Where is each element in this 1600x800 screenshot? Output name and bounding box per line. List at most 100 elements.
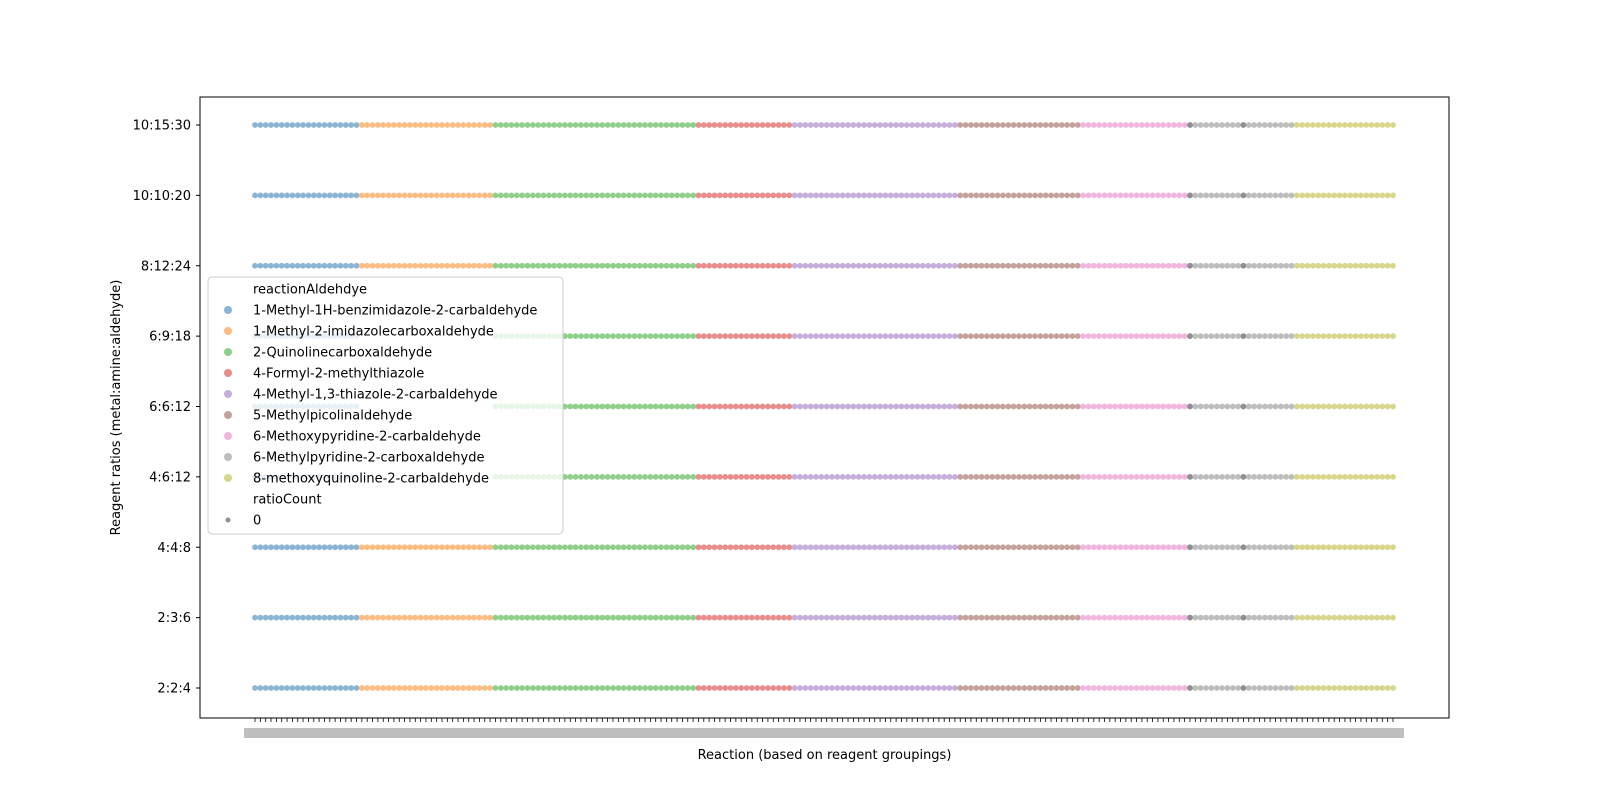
scatter-point bbox=[1187, 403, 1193, 410]
scatter-point bbox=[380, 614, 387, 621]
scatter-point bbox=[257, 614, 264, 621]
scatter-point bbox=[364, 262, 371, 269]
scatter-point bbox=[305, 614, 312, 621]
scatter-point bbox=[952, 403, 958, 410]
scatter-point bbox=[1176, 333, 1183, 340]
scatter-point bbox=[668, 333, 675, 340]
scatter-point bbox=[914, 403, 921, 410]
scatter-point bbox=[492, 122, 499, 128]
scatter-point bbox=[1117, 192, 1124, 199]
scatter-point bbox=[1363, 122, 1370, 128]
scatter-point bbox=[989, 614, 996, 621]
scatter-point bbox=[1155, 614, 1161, 621]
scatter-point bbox=[663, 333, 670, 340]
scatter-point bbox=[316, 544, 323, 551]
scatter-point bbox=[369, 262, 376, 269]
scatter-point bbox=[316, 685, 323, 691]
scatter-point bbox=[984, 473, 990, 480]
scatter-point bbox=[770, 614, 777, 621]
scatter-point bbox=[652, 544, 659, 551]
scatter-point bbox=[262, 544, 269, 551]
scatter-point bbox=[679, 473, 686, 480]
scatter-point bbox=[1374, 333, 1380, 340]
scatter-point bbox=[391, 685, 397, 691]
scatter-point bbox=[914, 473, 921, 480]
scatter-point bbox=[775, 192, 782, 199]
scatter-point bbox=[1368, 685, 1375, 691]
scatter-point bbox=[578, 403, 584, 410]
scatter-point bbox=[620, 262, 627, 269]
scatter-point bbox=[1122, 685, 1129, 691]
scatter-point bbox=[1251, 403, 1257, 410]
scatter-point bbox=[561, 544, 568, 551]
scatter-point bbox=[1037, 614, 1044, 621]
scatter-point bbox=[1192, 614, 1199, 621]
scatter-point bbox=[1229, 614, 1236, 621]
scatter-point bbox=[706, 403, 713, 410]
scatter-point bbox=[556, 544, 563, 551]
scatter-point bbox=[1106, 262, 1113, 269]
scatter-point bbox=[1299, 262, 1306, 269]
scatter-point bbox=[765, 403, 771, 410]
scatter-point bbox=[358, 614, 365, 621]
scatter-point bbox=[1058, 473, 1065, 480]
scatter-point bbox=[1096, 333, 1103, 340]
scatter-point bbox=[583, 192, 590, 199]
scatter-point bbox=[722, 614, 729, 621]
scatter-point bbox=[647, 122, 654, 128]
scatter-point bbox=[935, 192, 942, 199]
scatter-point bbox=[743, 262, 750, 269]
scatter-point bbox=[289, 192, 296, 199]
scatter-point bbox=[1037, 544, 1044, 551]
scatter-point bbox=[1005, 614, 1012, 621]
scatter-point bbox=[781, 122, 787, 128]
scatter-point bbox=[374, 685, 381, 691]
scatter-point bbox=[1390, 544, 1396, 551]
scatter-point bbox=[1117, 122, 1124, 128]
scatter-point bbox=[1331, 403, 1338, 410]
scatter-point bbox=[1021, 122, 1028, 128]
scatter-point bbox=[252, 262, 258, 269]
scatter-point bbox=[813, 333, 819, 340]
scatter-point bbox=[1235, 122, 1241, 128]
scatter-point bbox=[1101, 614, 1108, 621]
scatter-point bbox=[1368, 192, 1375, 199]
scatter-point bbox=[476, 544, 483, 551]
scatter-point bbox=[1256, 685, 1263, 691]
scatter-point bbox=[433, 544, 440, 551]
scatter-point bbox=[1138, 614, 1145, 621]
scatter-point bbox=[845, 403, 851, 410]
scatter-point bbox=[978, 544, 985, 551]
scatter-point bbox=[524, 122, 531, 128]
scatter-point bbox=[797, 262, 803, 269]
scatter-point bbox=[1138, 262, 1145, 269]
scatter-point bbox=[679, 544, 686, 551]
scatter-point bbox=[1074, 262, 1081, 269]
scatter-point bbox=[385, 262, 392, 269]
scatter-point bbox=[674, 262, 680, 269]
scatter-point bbox=[1117, 333, 1124, 340]
scatter-point bbox=[855, 473, 862, 480]
scatter-point bbox=[759, 685, 766, 691]
scatter-point bbox=[1053, 122, 1060, 128]
scatter-point bbox=[770, 333, 777, 340]
scatter-point bbox=[1048, 122, 1054, 128]
scatter-point bbox=[519, 685, 526, 691]
scatter-point bbox=[626, 614, 632, 621]
scatter-point bbox=[1112, 614, 1119, 621]
scatter-point bbox=[663, 262, 670, 269]
scatter-point bbox=[823, 473, 830, 480]
scatter-point bbox=[396, 544, 403, 551]
scatter-point bbox=[1176, 473, 1183, 480]
scatter-point bbox=[1224, 333, 1231, 340]
scatter-point bbox=[391, 544, 397, 551]
scatter-point bbox=[1037, 685, 1044, 691]
scatter-point bbox=[663, 614, 670, 621]
scatter-point bbox=[1352, 192, 1359, 199]
scatter-point bbox=[978, 192, 985, 199]
scatter-point bbox=[369, 614, 376, 621]
scatter-point bbox=[626, 685, 632, 691]
scatter-point bbox=[1309, 473, 1316, 480]
scatter-point bbox=[962, 262, 969, 269]
scatter-point bbox=[561, 122, 568, 128]
